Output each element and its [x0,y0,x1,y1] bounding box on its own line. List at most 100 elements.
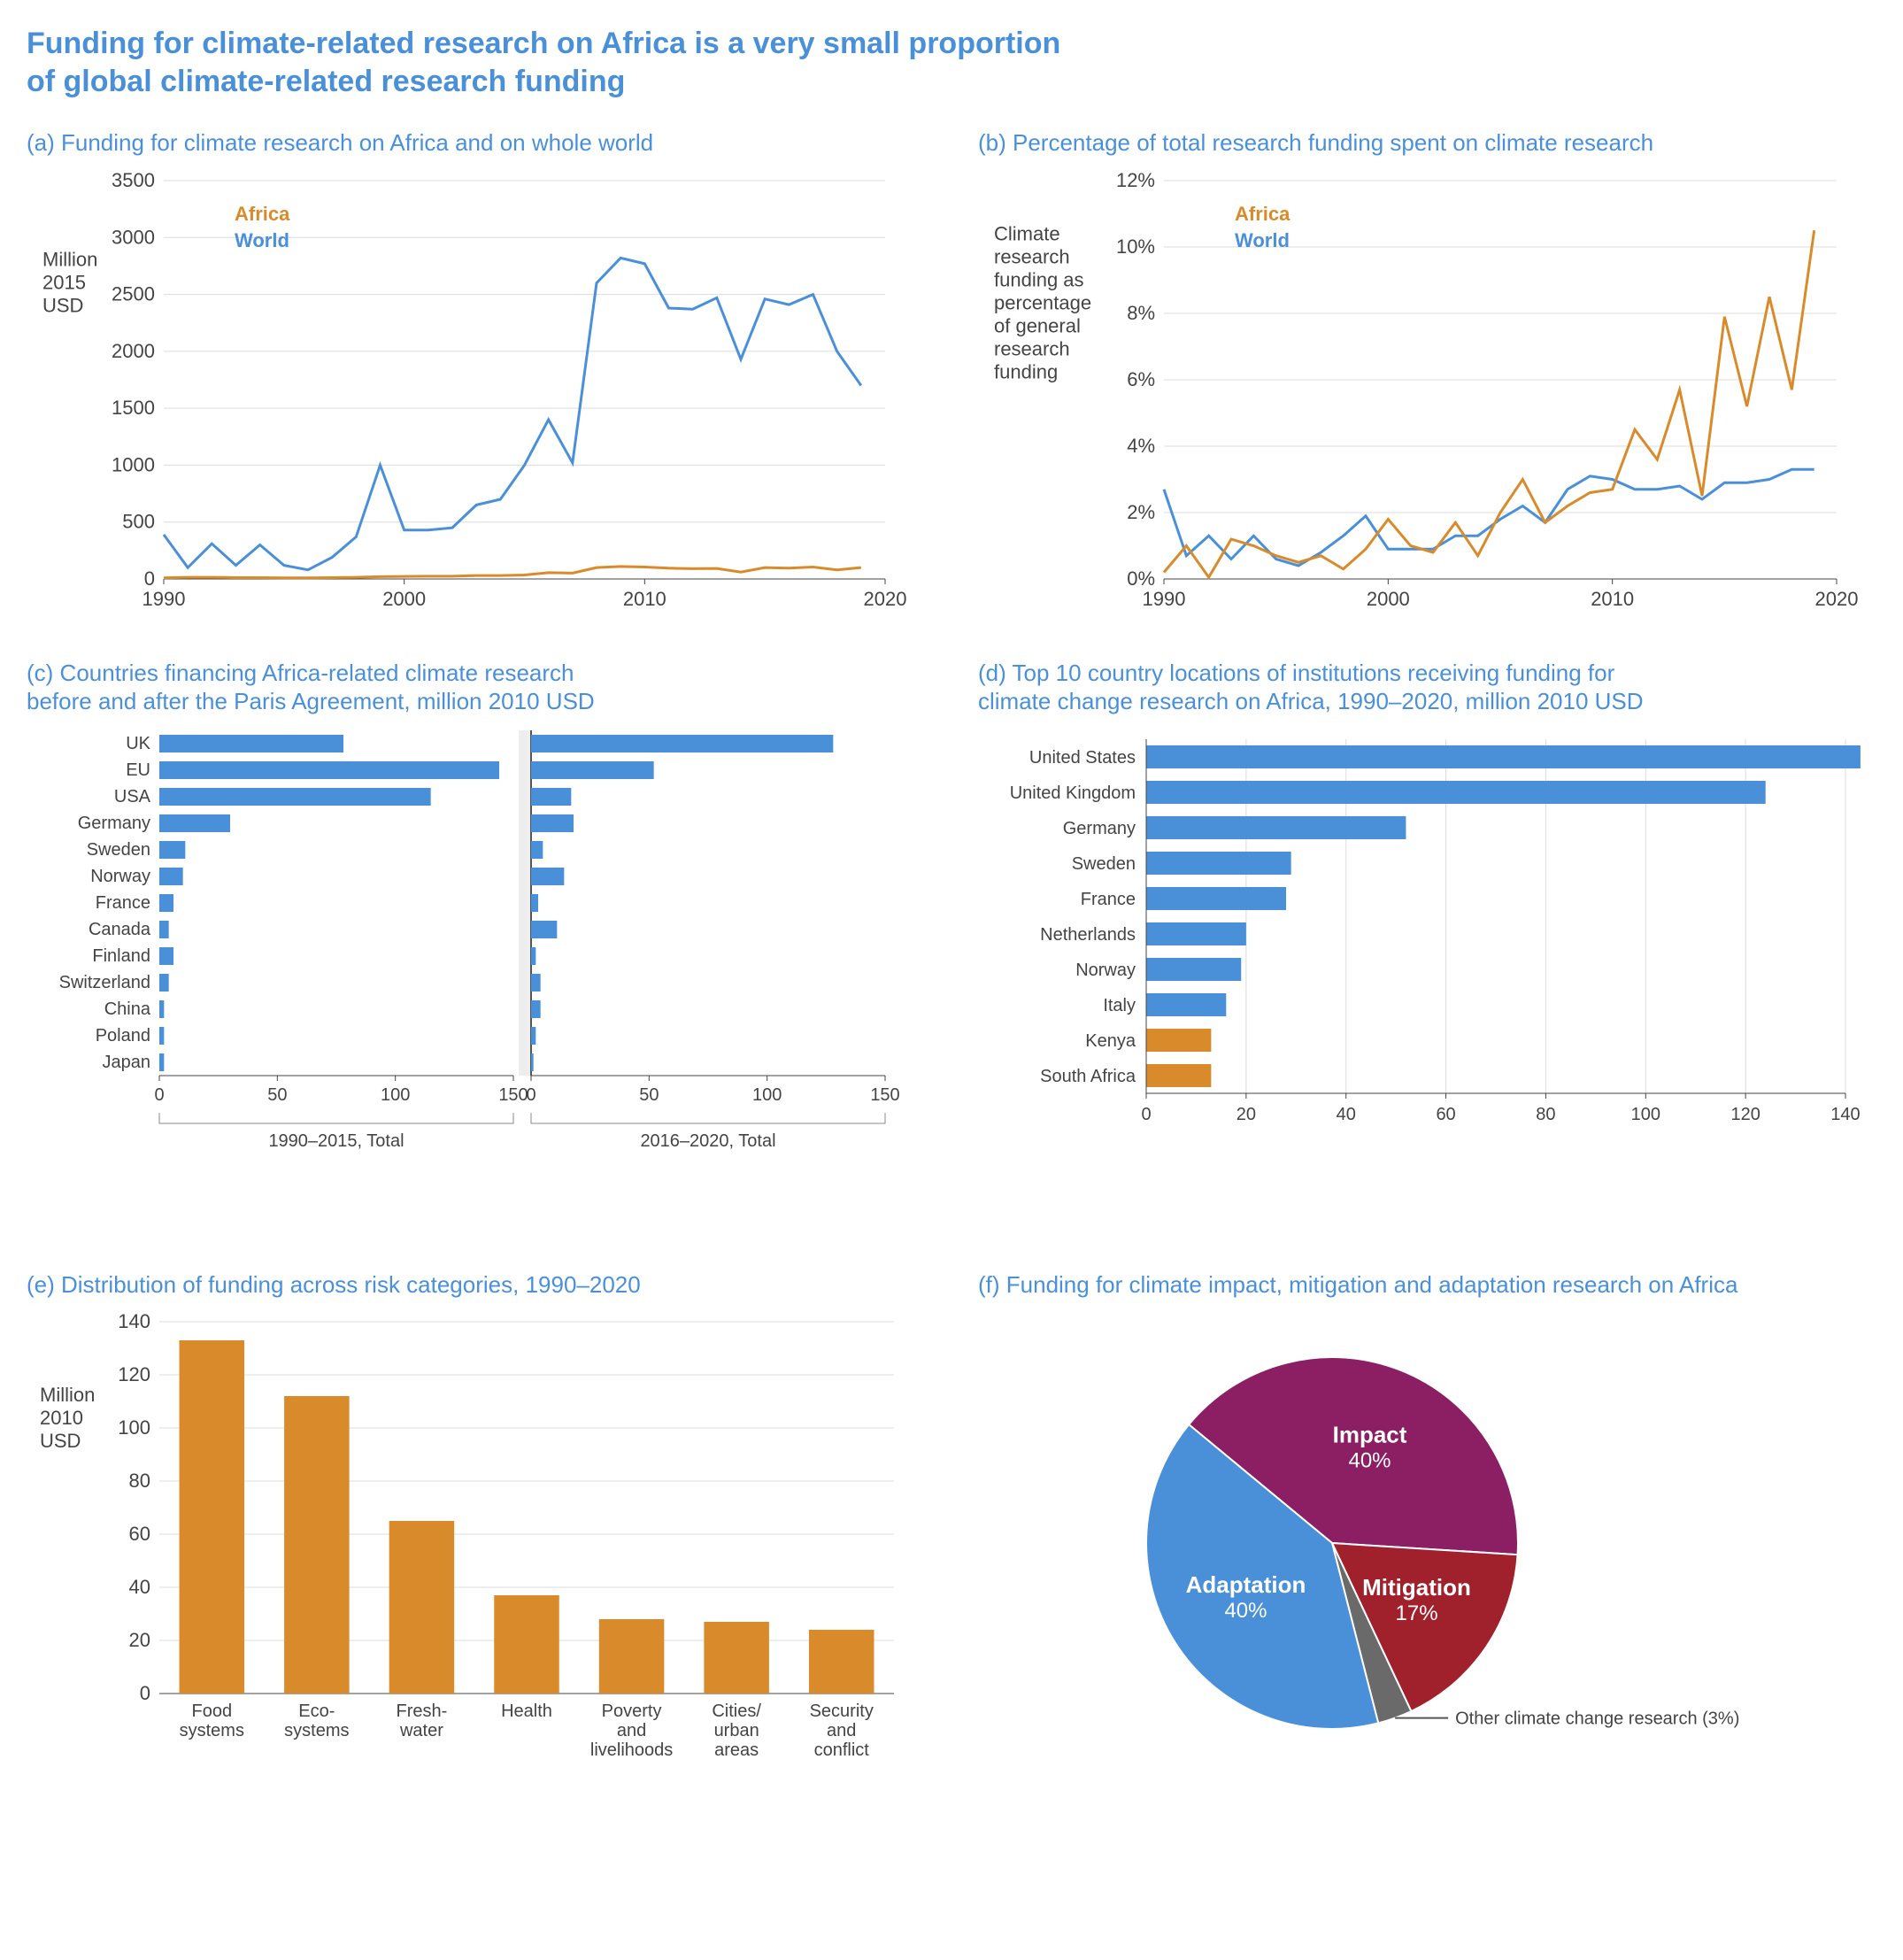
svg-text:2500: 2500 [112,282,155,305]
svg-text:4%: 4% [1127,435,1155,457]
svg-text:Poland: Poland [96,1026,150,1046]
svg-text:Health: Health [501,1701,552,1721]
panel-e-title: (e) Distribution of funding across risk … [27,1270,925,1300]
panel-e-chart: 0 20 40 60 80 100 120 140 Million2010USD Foodsyst… [27,1304,912,1800]
svg-text:Sweden: Sweden [1072,854,1136,874]
svg-text:140: 140 [118,1310,150,1332]
svg-text:120: 120 [1730,1105,1760,1124]
svg-text:1990–2015, Total: 1990–2015, Total [268,1131,404,1151]
svg-text:EU: EU [126,760,150,780]
svg-text:Sweden: Sweden [87,840,150,860]
svg-text:60: 60 [129,1523,150,1545]
svg-text:Fresh-water: Fresh-water [397,1701,448,1740]
svg-text:3500: 3500 [112,169,155,191]
svg-text:50: 50 [639,1085,659,1105]
svg-text:0: 0 [144,567,155,590]
panel-b-chart: 0%2%4%6%8%10%12%1990200020102020Climater… [978,163,1863,623]
svg-text:1990: 1990 [1143,588,1186,610]
svg-text:France: France [1081,890,1136,909]
svg-text:Kenya: Kenya [1085,1031,1136,1051]
svg-text:2000: 2000 [1367,588,1410,610]
svg-text:0%: 0% [1127,567,1155,590]
svg-text:Mitigation: Mitigation [1362,1574,1471,1601]
svg-text:USA: USA [114,787,151,806]
panel-b-title: (b) Percentage of total research funding… [978,128,1876,158]
main-title: Funding for climate-related research on … [27,25,1876,100]
svg-text:Italy: Italy [1103,996,1136,1015]
svg-text:2000: 2000 [382,588,426,610]
svg-text:8%: 8% [1127,302,1155,324]
svg-text:Japan: Japan [103,1053,151,1072]
svg-text:Canada: Canada [89,920,151,939]
panel-d-title: (d) Top 10 country locations of institut… [978,659,1876,716]
svg-text:Germany: Germany [1063,819,1136,838]
svg-text:100: 100 [118,1416,150,1439]
svg-text:20: 20 [129,1629,150,1651]
svg-text:20: 20 [1237,1105,1256,1124]
panel-c: (c) Countries financing Africa-related c… [27,659,925,1235]
svg-text:120: 120 [118,1363,150,1385]
svg-text:10%: 10% [1116,235,1155,258]
svg-text:Povertyandlivelihoods: Povertyandlivelihoods [590,1701,673,1760]
svg-text:Adaptation: Adaptation [1186,1571,1306,1598]
svg-text:Securityandconflict: Securityandconflict [810,1701,874,1760]
svg-text:6%: 6% [1127,368,1155,390]
svg-text:2020: 2020 [864,588,907,610]
svg-text:Finland: Finland [92,946,150,966]
svg-text:Germany: Germany [78,814,150,833]
panel-f: (f) Funding for climate impact, mitigati… [978,1270,1876,1801]
svg-text:Climateresearchfunding asperce: Climateresearchfunding aspercentageof ge… [994,222,1091,382]
svg-text:Netherlands: Netherlands [1040,925,1136,945]
svg-text:Africa: Africa [235,203,290,225]
panel-e: (e) Distribution of funding across risk … [27,1270,925,1801]
svg-text:0: 0 [140,1682,150,1704]
panel-f-chart: Impact40%Mitigation17%Other climate chan… [978,1304,1863,1773]
panel-a-chart: 0500100015002000250030003500199020002010… [27,163,912,623]
svg-text:60: 60 [1436,1105,1455,1124]
svg-text:2020: 2020 [1815,588,1859,610]
svg-text:50: 50 [267,1085,287,1105]
svg-text:2000: 2000 [112,339,155,361]
svg-text:Other climate change research: Other climate change research (3%) [1455,1709,1739,1729]
svg-text:2%: 2% [1127,501,1155,523]
svg-text:2010: 2010 [623,588,666,610]
panel-d-chart: United States United Kingdom Germany Sweden… [978,721,1863,1191]
svg-text:40: 40 [1337,1105,1356,1124]
svg-text:3000: 3000 [112,226,155,248]
svg-text:United States: United States [1029,748,1136,768]
svg-text:China: China [104,999,151,1019]
svg-text:World: World [1235,229,1290,251]
svg-text:World: World [235,229,289,251]
panel-d: (d) Top 10 country locations of institut… [978,659,1876,1235]
svg-text:150: 150 [870,1085,899,1105]
svg-text:Impact: Impact [1333,1422,1407,1448]
svg-text:500: 500 [122,510,155,532]
svg-text:Foodsystems: Foodsystems [180,1701,244,1740]
panel-b: (b) Percentage of total research funding… [978,128,1876,623]
svg-text:Africa: Africa [1235,203,1290,225]
svg-text:40: 40 [129,1576,150,1598]
svg-text:Switzerland: Switzerland [59,973,150,992]
svg-text:2010: 2010 [1591,588,1634,610]
svg-text:40%: 40% [1348,1449,1391,1473]
svg-text:0: 0 [1141,1105,1151,1124]
svg-text:40%: 40% [1224,1599,1267,1623]
svg-text:80: 80 [129,1470,150,1492]
svg-text:Cities/urbanareas: Cities/urbanareas [712,1701,761,1760]
panel-f-title: (f) Funding for climate impact, mitigati… [978,1270,1876,1300]
svg-text:1990: 1990 [143,588,186,610]
svg-text:1500: 1500 [112,397,155,419]
svg-text:Million2010USD: Million2010USD [40,1384,95,1452]
panel-c-chart: UK EU USA Germany Sweden Norway France Canada Fi… [27,721,912,1235]
svg-text:France: France [96,893,150,913]
svg-text:2016–2020, Total: 2016–2020, Total [640,1131,775,1151]
svg-text:UK: UK [126,734,150,753]
svg-text:Eco-systems: Eco-systems [284,1701,349,1740]
svg-text:0: 0 [154,1085,164,1105]
svg-text:United Kingdom: United Kingdom [1010,783,1136,803]
svg-text:140: 140 [1830,1105,1860,1124]
svg-text:100: 100 [1631,1105,1660,1124]
svg-text:17%: 17% [1396,1601,1438,1625]
svg-text:Norway: Norway [90,867,150,886]
panel-c-title: (c) Countries financing Africa-related c… [27,659,925,716]
